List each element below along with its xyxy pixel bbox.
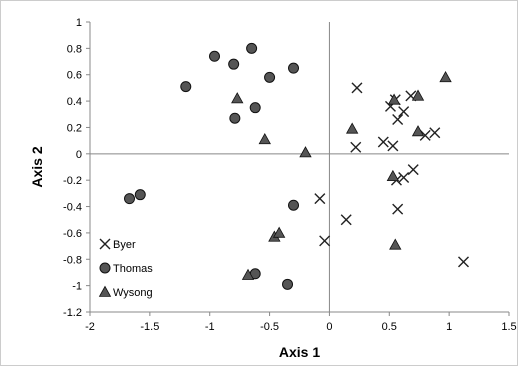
x-tick-label: 0 (326, 321, 332, 333)
point-wysong (386, 169, 400, 182)
legend-marker-byer (99, 238, 111, 250)
point-byer (458, 256, 470, 268)
point-byer (319, 235, 331, 247)
legend-label-byer: Byer (113, 239, 136, 251)
y-tick-label: -1.2 (63, 307, 82, 319)
point-byer (392, 203, 404, 215)
point-thomas (288, 62, 300, 74)
point-thomas (228, 58, 240, 70)
point-byer (350, 141, 362, 153)
x-tick-label: -0.5 (260, 321, 279, 333)
point-wysong (345, 122, 359, 134)
legend-label-wysong: Wysong (113, 287, 153, 299)
point-wysong (272, 226, 286, 238)
point-thomas (288, 199, 300, 211)
y-tick-label: 0.8 (67, 43, 82, 55)
legend-marker-thomas (99, 262, 111, 274)
point-thomas (229, 112, 241, 124)
point-wysong (299, 146, 312, 158)
x-tick-label: 0.5 (382, 321, 397, 333)
data-points (124, 42, 470, 290)
legend: Byer Thomas Wysong (98, 238, 153, 299)
point-byer (377, 136, 389, 148)
y-tick-label: -0.6 (63, 228, 82, 240)
point-wysong (258, 132, 271, 145)
y-tick-label: -0.4 (63, 202, 82, 214)
y-axis-title: Axis 2 (29, 146, 45, 187)
x-tick-label: -2 (85, 321, 95, 333)
y-tick-label: 0.4 (67, 96, 82, 108)
point-byer (429, 127, 441, 139)
y-tick-label: 0.2 (67, 122, 82, 134)
point-wysong (439, 71, 452, 83)
tick-labels: -2 -1.5 -1 -0.5 0 0.5 1 1.5 1 0.8 0.6 0.4 0.2 0 -0.2 -0… (63, 17, 517, 333)
y-tick-label: 0 (76, 149, 82, 161)
y-tick-label: -0.8 (63, 254, 82, 266)
point-byer (398, 106, 410, 118)
point-thomas (282, 278, 294, 290)
point-thomas (124, 193, 136, 205)
point-wysong (411, 125, 425, 137)
x-tick-label: 1.5 (501, 321, 516, 333)
point-thomas (246, 42, 258, 54)
point-thomas (209, 50, 221, 62)
y-tick-label: -0.2 (63, 175, 82, 187)
y-tick-label: 1 (76, 17, 82, 29)
x-tick-label: 1 (446, 321, 452, 333)
y-tick-label: 0.6 (67, 70, 82, 82)
point-byer (351, 82, 363, 94)
x-axis-title: Axis 1 (279, 344, 320, 360)
x-tick-label: -1.5 (140, 321, 159, 333)
point-thomas (134, 189, 146, 201)
legend-label-thomas: Thomas (113, 263, 153, 275)
point-thomas (249, 102, 261, 114)
point-byer (407, 164, 419, 176)
point-byer (314, 193, 326, 205)
point-thomas (264, 71, 276, 83)
legend-marker-wysong (98, 285, 112, 297)
point-wysong (389, 238, 402, 250)
y-tick-label: -1 (72, 281, 82, 293)
point-wysong (411, 89, 425, 101)
point-wysong (241, 268, 255, 280)
point-wysong (231, 92, 244, 104)
x-tick-label: -1 (205, 321, 215, 333)
point-byer (387, 140, 399, 152)
point-byer (392, 114, 404, 126)
point-wysong (387, 93, 401, 105)
point-byer (340, 214, 352, 226)
axes (86, 21, 510, 316)
point-byer (398, 172, 410, 184)
point-thomas (180, 81, 192, 93)
